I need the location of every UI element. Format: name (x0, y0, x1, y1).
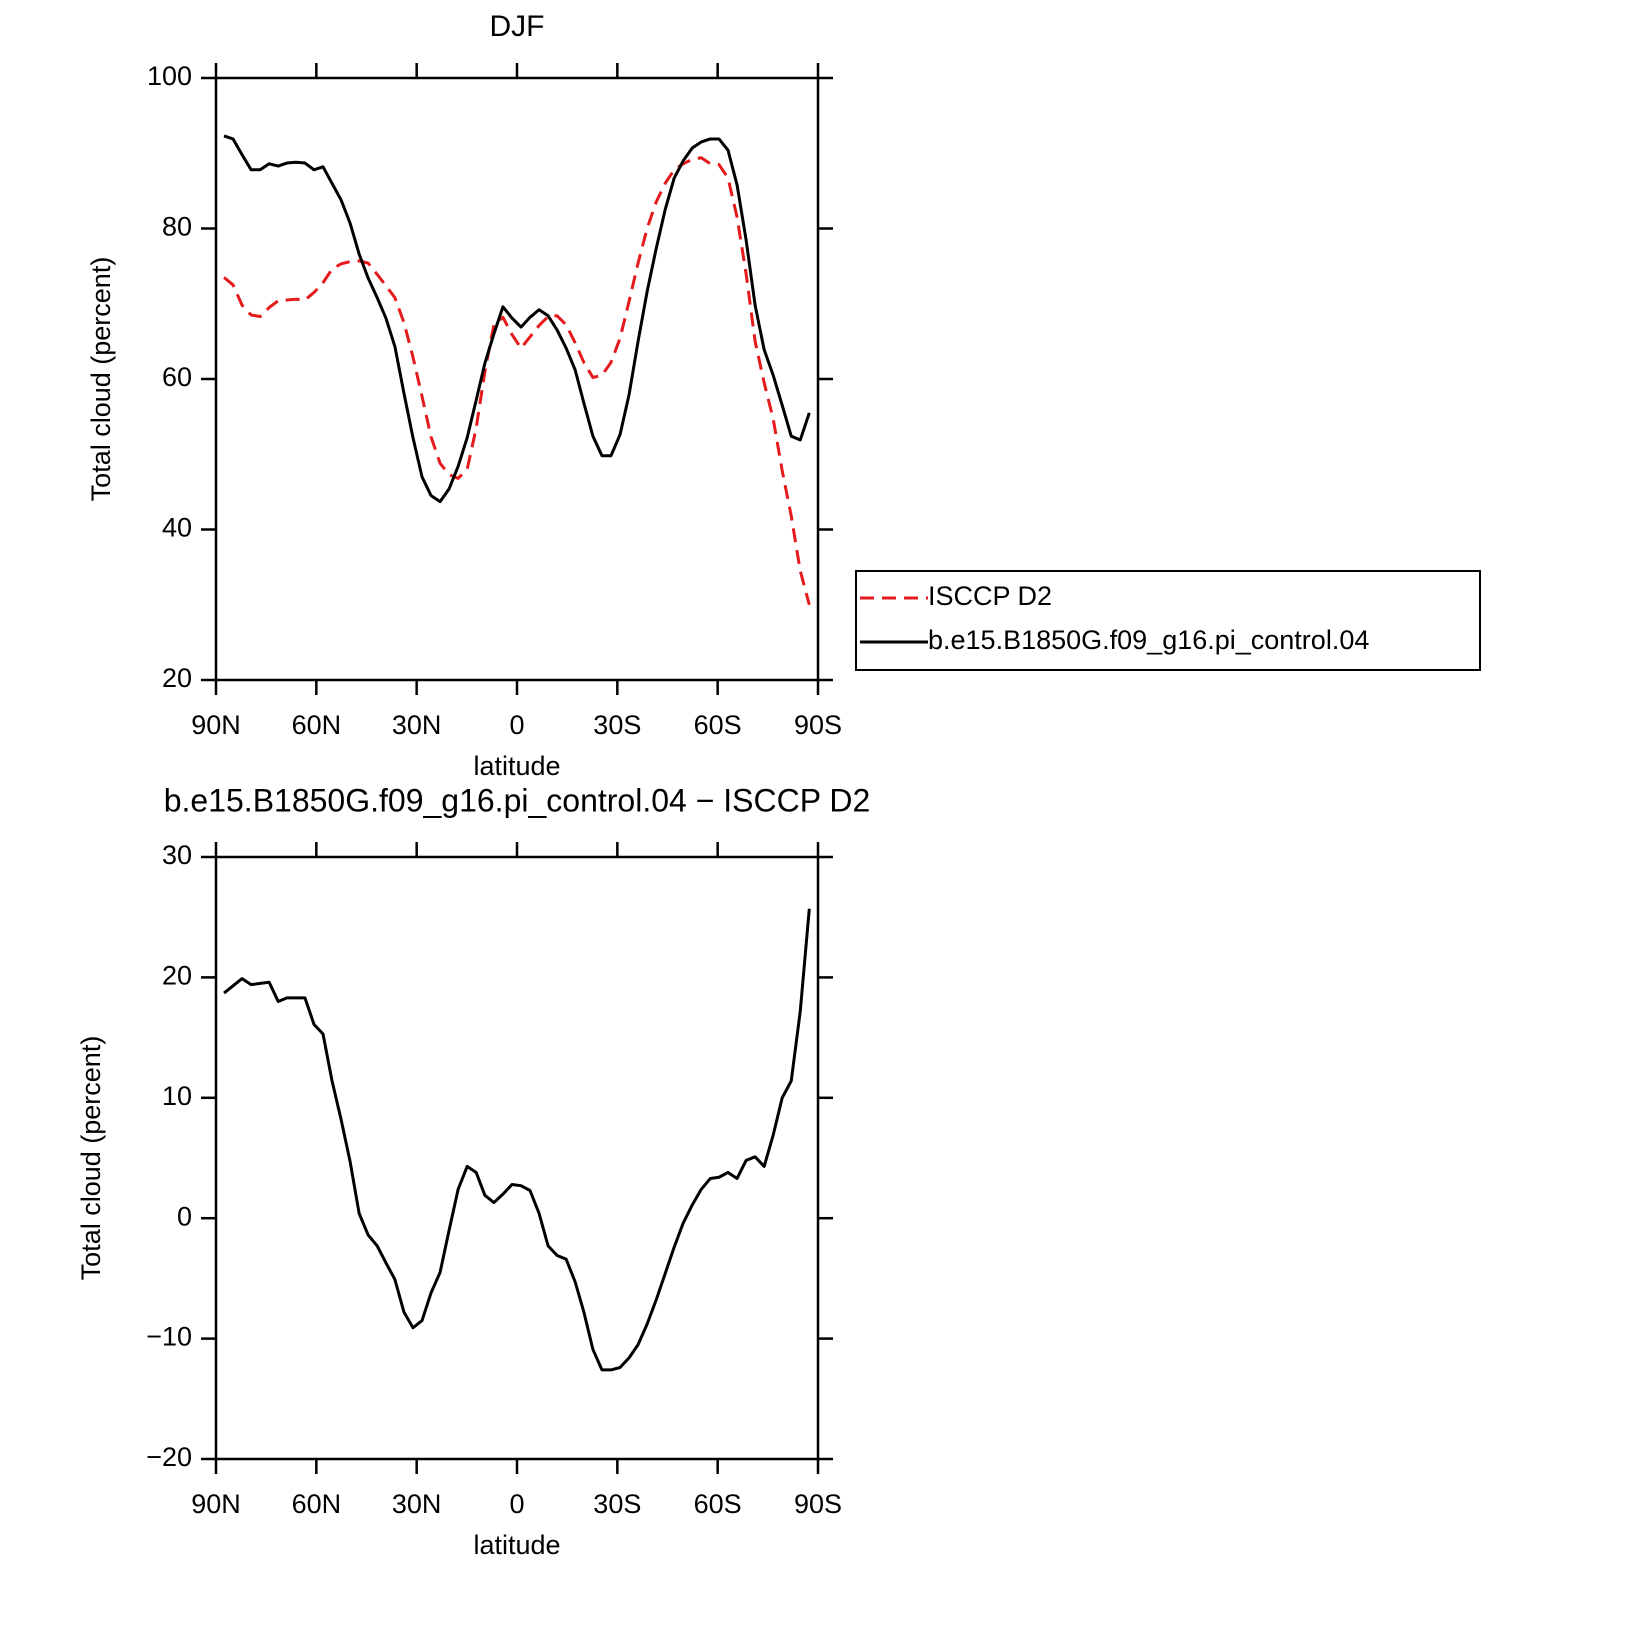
x-tick-label: 60N (292, 710, 342, 740)
y-tick-label: 100 (147, 61, 192, 91)
chart-title: b.e15.B1850G.f09_g16.pi_control.04 − ISC… (164, 782, 871, 818)
x-tick-label: 30S (593, 710, 641, 740)
y-tick-label: 40 (162, 513, 192, 543)
chart-title: DJF (490, 10, 545, 43)
y-tick-label: −20 (146, 1442, 192, 1472)
y-tick-label: −10 (146, 1322, 192, 1352)
y-tick-label: 20 (162, 961, 192, 991)
y-tick-label: 30 (162, 840, 192, 870)
x-tick-label: 60S (694, 1489, 742, 1519)
x-tick-label: 60S (694, 710, 742, 740)
y-tick-label: 60 (162, 362, 192, 392)
x-tick-label: 0 (509, 710, 524, 740)
x-tick-label: 90N (191, 1489, 241, 1519)
x-tick-label: 90N (191, 710, 241, 740)
y-axis-label: Total cloud (percent) (86, 257, 116, 502)
y-tick-label: 20 (162, 663, 192, 693)
data-line (223, 908, 811, 1372)
y-tick-label: 10 (162, 1081, 192, 1111)
x-tick-label: 30N (392, 710, 442, 740)
x-tick-label: 0 (509, 1489, 524, 1519)
plot-frame (214, 76, 820, 682)
plot-frame (214, 855, 820, 1461)
x-tick-label: 30S (593, 1489, 641, 1519)
x-tick-label: 60N (292, 1489, 342, 1519)
legend-label: b.e15.B1850G.f09_g16.pi_control.04 (928, 625, 1369, 655)
y-tick-label: 0 (177, 1201, 192, 1231)
data-line (223, 134, 811, 504)
legend-box (855, 570, 1481, 671)
x-axis-label: latitude (473, 751, 560, 781)
x-tick-label: 90S (794, 710, 842, 740)
y-tick-label: 80 (162, 212, 192, 242)
legend-label: ISCCP D2 (928, 581, 1052, 611)
x-axis-label: latitude (473, 1530, 560, 1560)
x-tick-label: 90S (794, 1489, 842, 1519)
y-axis-label: Total cloud (percent) (76, 1036, 106, 1281)
data-line (223, 156, 811, 606)
x-tick-label: 30N (392, 1489, 442, 1519)
